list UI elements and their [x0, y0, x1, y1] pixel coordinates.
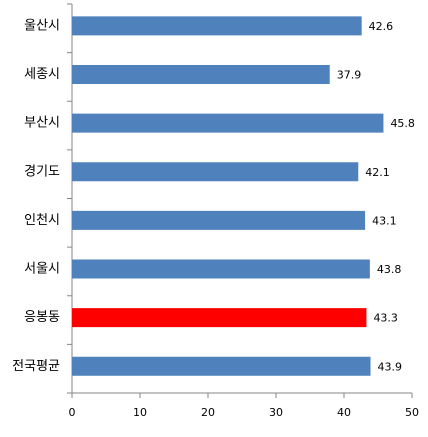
x-tick-label: 30 [269, 406, 283, 419]
value-label: 37.9 [337, 69, 362, 82]
value-label: 43.8 [377, 263, 402, 276]
bar [72, 308, 367, 328]
x-tick-label: 10 [133, 406, 147, 419]
y-tick-label: 세종시 [24, 67, 60, 82]
y-tick-label: 경기도 [24, 164, 60, 179]
bar [72, 162, 359, 182]
y-tick-label: 울산시 [24, 18, 60, 33]
y-tick-label: 부산시 [24, 116, 60, 131]
x-tick-label: 20 [201, 406, 215, 419]
bar [72, 356, 371, 376]
y-tick-label: 응봉동 [24, 310, 60, 325]
y-tick-label: 서울시 [24, 262, 60, 277]
value-label: 43.9 [378, 360, 403, 373]
bar [72, 210, 366, 230]
bar [72, 65, 330, 85]
bar [72, 113, 384, 133]
value-label: 42.6 [369, 20, 394, 33]
value-label: 42.1 [365, 166, 390, 179]
y-tick-label: 인천시 [24, 213, 60, 228]
x-tick-label: 40 [337, 406, 351, 419]
value-label: 43.1 [372, 214, 397, 227]
x-tick-label: 50 [405, 406, 419, 419]
bar [72, 259, 370, 279]
bar [72, 16, 362, 36]
y-tick-label: 전국평균 [12, 359, 60, 374]
x-tick-label: 0 [69, 406, 76, 419]
value-label: 45.8 [390, 117, 415, 130]
value-label: 43.3 [373, 312, 398, 325]
